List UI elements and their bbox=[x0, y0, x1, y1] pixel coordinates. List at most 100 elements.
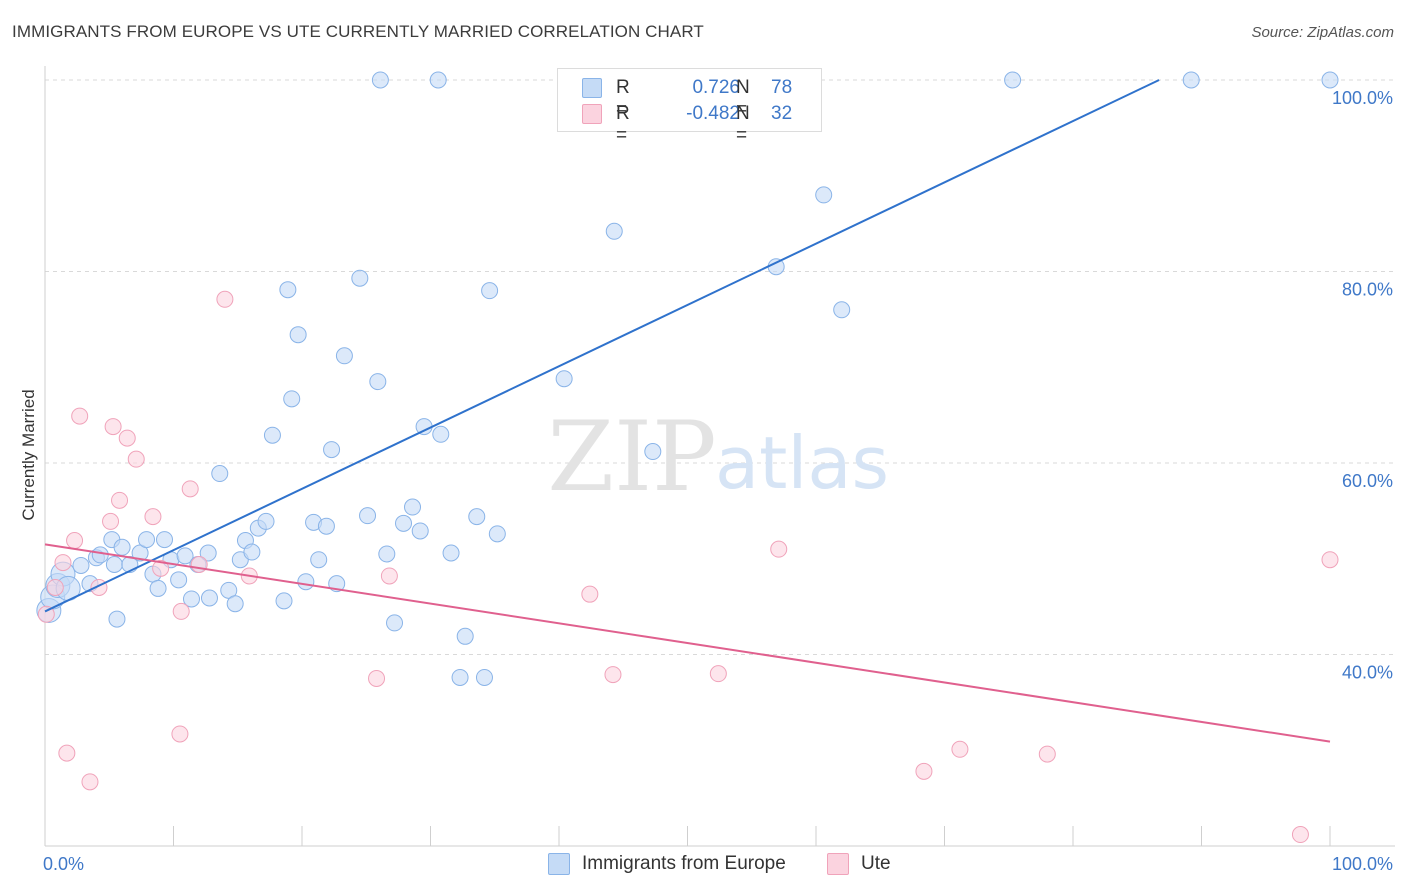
europe-point bbox=[289, 326, 307, 344]
bottom-legend-swatch-pink bbox=[827, 853, 849, 875]
x-tick-label: 100.0% bbox=[1332, 854, 1393, 874]
points-layer bbox=[36, 71, 1339, 844]
ute-point bbox=[58, 744, 76, 762]
watermark-zip: ZIP bbox=[547, 401, 716, 513]
ute-point bbox=[709, 665, 727, 683]
ute-point bbox=[171, 725, 189, 743]
europe-point bbox=[378, 545, 396, 563]
europe-point bbox=[108, 610, 126, 628]
europe-point bbox=[488, 525, 506, 543]
ute-point bbox=[181, 480, 199, 498]
y-tick-label: 80.0% bbox=[1342, 280, 1393, 300]
ute-point bbox=[216, 290, 234, 308]
europe-point bbox=[451, 668, 469, 686]
y-tick-label: 40.0% bbox=[1342, 663, 1393, 683]
y-tick-label: 100.0% bbox=[1332, 88, 1393, 108]
europe-point bbox=[149, 579, 167, 597]
bottom-legend-swatch-blue bbox=[548, 853, 570, 875]
ute-point bbox=[104, 418, 122, 436]
europe-point bbox=[351, 269, 369, 287]
europe-point bbox=[395, 514, 413, 532]
ute-point bbox=[118, 429, 136, 447]
ute-point bbox=[54, 554, 72, 572]
europe-point bbox=[404, 498, 422, 516]
chart-source: Source: ZipAtlas.com bbox=[1251, 24, 1394, 41]
ute-point bbox=[604, 666, 622, 684]
legend-n-value: 78 bbox=[771, 77, 793, 98]
chart-title: IMMIGRANTS FROM EUROPE VS UTE CURRENTLY … bbox=[12, 22, 704, 41]
legend-n-label: N = bbox=[736, 103, 750, 146]
europe-point bbox=[369, 373, 387, 391]
europe-point bbox=[371, 71, 389, 89]
europe-point bbox=[386, 614, 404, 632]
ute-point bbox=[190, 555, 208, 573]
legend-n-label: N = bbox=[736, 77, 750, 120]
europe-point bbox=[226, 595, 244, 613]
europe-point bbox=[815, 186, 833, 204]
correlation-legend: R = 0.726 N = 78 R = -0.482 N = 32 bbox=[557, 68, 822, 146]
europe-point bbox=[211, 465, 229, 483]
legend-r-label: R = bbox=[616, 77, 630, 120]
europe-point bbox=[335, 347, 353, 365]
ute-point bbox=[380, 567, 398, 585]
europe-point bbox=[72, 556, 90, 574]
legend-r-value: -0.482 bbox=[686, 103, 740, 124]
ute-point bbox=[1038, 745, 1056, 763]
europe-point bbox=[429, 71, 447, 89]
ute-point bbox=[37, 605, 55, 623]
europe-point bbox=[275, 592, 293, 610]
axis-layer bbox=[44, 66, 1395, 847]
watermark-atlas: atlas bbox=[715, 421, 889, 505]
ute-point bbox=[581, 585, 599, 603]
europe-point bbox=[468, 508, 486, 526]
europe-point bbox=[170, 571, 188, 589]
bottom-legend-label: Ute bbox=[861, 853, 891, 874]
europe-point bbox=[113, 538, 131, 556]
ute-point bbox=[172, 602, 190, 620]
ute-point bbox=[915, 762, 933, 780]
europe-point bbox=[310, 551, 328, 569]
y-axis-label: Currently Married bbox=[19, 389, 38, 520]
europe-point bbox=[1182, 71, 1200, 89]
ute-point bbox=[1321, 551, 1339, 569]
ute-point bbox=[1291, 826, 1309, 844]
legend-r-label: R = bbox=[616, 103, 630, 146]
europe-point bbox=[279, 281, 297, 299]
europe-point bbox=[263, 426, 281, 444]
europe-trend-line bbox=[44, 79, 1160, 613]
europe-point bbox=[456, 627, 474, 645]
europe-point bbox=[555, 370, 573, 388]
legend-swatch-blue bbox=[582, 78, 602, 98]
ute-point bbox=[81, 773, 99, 791]
europe-point bbox=[317, 517, 335, 535]
europe-point bbox=[156, 531, 174, 549]
europe-point bbox=[323, 441, 341, 459]
europe-point bbox=[243, 543, 261, 561]
ute-point bbox=[144, 508, 162, 526]
legend-n-value: 32 bbox=[771, 103, 793, 124]
europe-point bbox=[199, 544, 217, 562]
x-tick-label: 0.0% bbox=[43, 854, 84, 874]
europe-point bbox=[182, 590, 200, 608]
europe-point bbox=[297, 573, 315, 591]
europe-point bbox=[200, 589, 218, 607]
europe-point bbox=[257, 512, 275, 530]
europe-point bbox=[283, 390, 301, 408]
europe-point bbox=[176, 547, 194, 565]
europe-point bbox=[91, 546, 109, 564]
bottom-legend-label: Immigrants from Europe bbox=[582, 853, 786, 874]
europe-point bbox=[1004, 71, 1022, 89]
ute-point bbox=[46, 578, 64, 596]
legend-swatch-pink bbox=[582, 104, 602, 124]
europe-point bbox=[605, 222, 623, 240]
europe-point bbox=[105, 555, 123, 573]
ute-point bbox=[66, 532, 84, 550]
ute-point bbox=[951, 740, 969, 758]
y-tick-label: 60.0% bbox=[1342, 471, 1393, 491]
trend-layer bbox=[44, 79, 1331, 743]
europe-point bbox=[138, 531, 156, 549]
europe-point bbox=[644, 443, 662, 461]
ute-point bbox=[111, 491, 129, 509]
europe-point bbox=[359, 507, 377, 525]
